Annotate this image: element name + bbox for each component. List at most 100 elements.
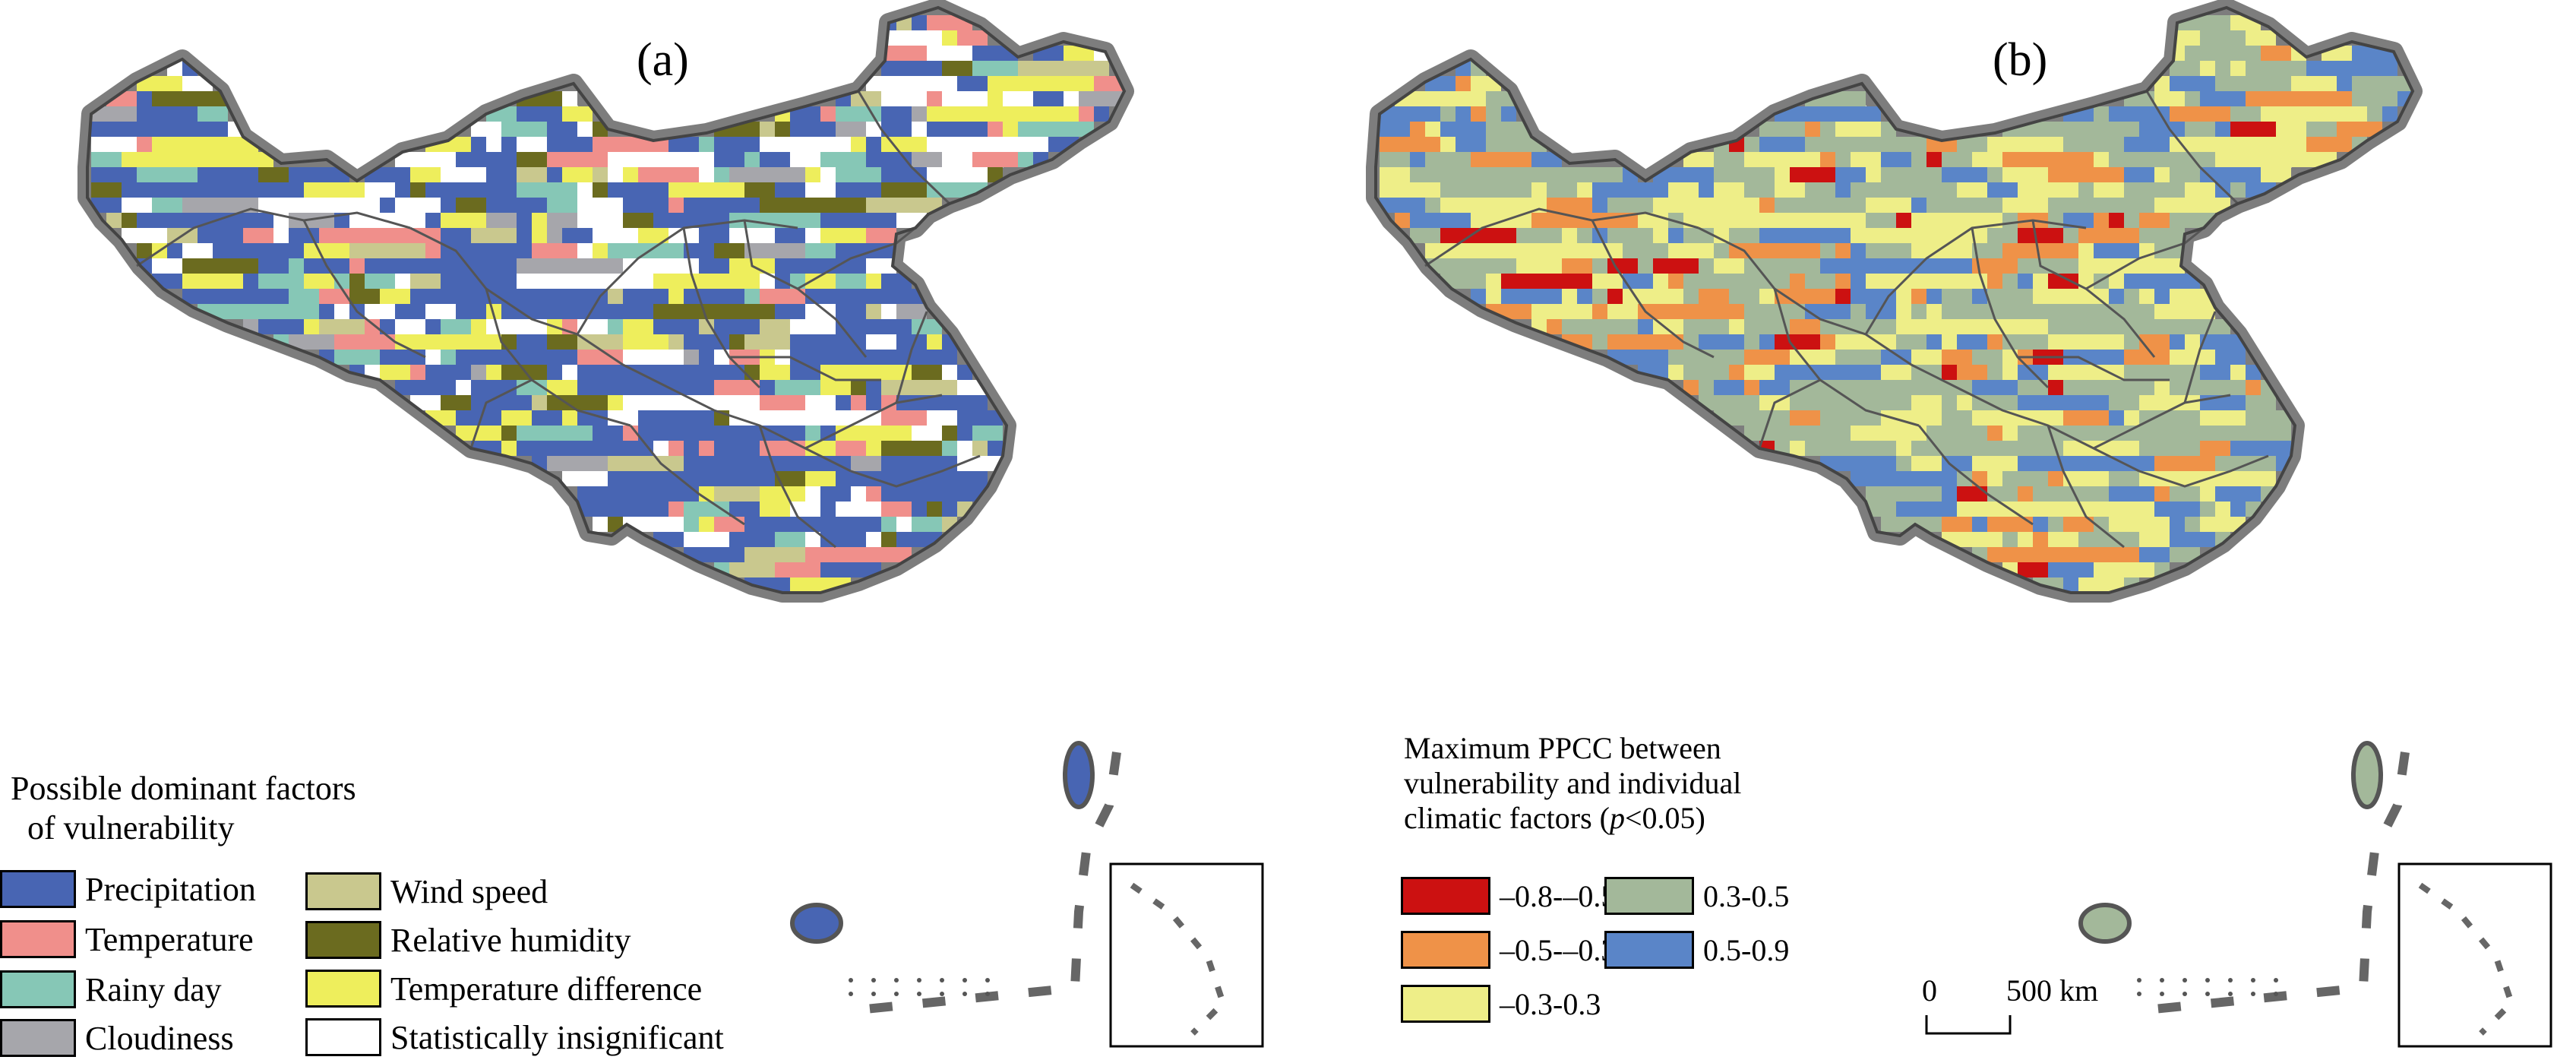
grid-cell bbox=[957, 167, 972, 182]
grid-cell bbox=[2124, 289, 2139, 304]
grid-cell bbox=[1516, 152, 1531, 167]
grid-cell bbox=[2094, 243, 2109, 258]
grid-cell bbox=[2109, 228, 2124, 243]
grid-cell bbox=[349, 198, 365, 213]
national-border bbox=[1374, 5, 2415, 594]
grid-cell bbox=[2094, 152, 2109, 167]
grid-cell bbox=[1607, 274, 1623, 289]
grid-cell bbox=[2139, 380, 2154, 395]
grid-cell bbox=[653, 517, 668, 532]
grid-cell bbox=[836, 258, 851, 274]
grid-cell bbox=[623, 182, 638, 198]
grid-cell bbox=[2215, 152, 2230, 167]
grid-cell bbox=[653, 502, 668, 517]
grid-cell bbox=[2063, 532, 2078, 547]
grid-cell bbox=[1820, 334, 1835, 350]
grid-cell bbox=[623, 167, 638, 182]
grid-cell bbox=[2154, 182, 2170, 198]
grid-cell bbox=[1851, 380, 1866, 395]
grid-cell bbox=[2139, 213, 2154, 228]
grid-cell bbox=[273, 167, 289, 182]
grid-cell bbox=[2185, 76, 2200, 91]
grid-cell bbox=[289, 243, 304, 258]
grid-cell bbox=[1926, 517, 1942, 532]
grid-cell bbox=[836, 274, 851, 289]
grid-cell bbox=[1942, 471, 1957, 486]
grid-cell bbox=[1942, 365, 1957, 380]
grid-cell bbox=[608, 471, 623, 486]
grid-cell bbox=[2154, 198, 2170, 213]
grid-cell bbox=[1775, 334, 1790, 350]
grid-cell bbox=[2094, 198, 2109, 213]
grid-cell bbox=[684, 517, 699, 532]
legend-label-precipitation: Precipitation bbox=[85, 870, 256, 908]
grid-cell bbox=[1805, 213, 1820, 228]
grid-cell bbox=[1866, 137, 1881, 152]
grid-cell bbox=[2078, 152, 2094, 167]
grid-cell bbox=[1486, 182, 1501, 198]
grid-cell bbox=[744, 517, 760, 532]
grid-cell bbox=[1668, 350, 1683, 365]
grid-cell bbox=[1942, 167, 1957, 182]
grid-cell bbox=[1851, 258, 1866, 274]
grid-cell bbox=[1048, 61, 1064, 76]
grid-cell bbox=[1942, 380, 1957, 395]
grid-cell bbox=[1805, 228, 1820, 243]
grid-cell bbox=[410, 213, 425, 228]
grid-cell bbox=[532, 182, 547, 198]
grid-cell bbox=[2291, 152, 2306, 167]
grid-cell bbox=[1623, 350, 1638, 365]
grid-cell bbox=[760, 304, 775, 319]
grid-cell bbox=[1668, 198, 1683, 213]
grid-cell bbox=[668, 456, 684, 471]
grid-cell bbox=[1790, 350, 1805, 365]
grid-cell bbox=[593, 365, 608, 380]
grid-cell bbox=[851, 395, 866, 410]
grid-cell bbox=[2094, 577, 2109, 593]
grid-cell bbox=[896, 30, 912, 46]
grid-cell bbox=[1653, 319, 1668, 334]
grid-cell bbox=[2033, 198, 2048, 213]
grid-cell bbox=[775, 486, 790, 502]
grid-cell bbox=[714, 182, 729, 198]
grid-cell bbox=[2033, 182, 2048, 198]
grid-cell bbox=[1851, 471, 1866, 486]
grid-cell bbox=[349, 289, 365, 304]
grid-cell bbox=[2276, 152, 2291, 167]
grid-cell bbox=[2002, 350, 2018, 365]
grid-cell bbox=[1486, 289, 1501, 304]
hainan-island bbox=[790, 903, 843, 944]
grid-cell bbox=[684, 502, 699, 517]
grid-cell bbox=[273, 243, 289, 258]
grid-cell bbox=[638, 365, 653, 380]
grid-cell bbox=[1987, 426, 2002, 441]
grid-cell bbox=[729, 289, 744, 304]
grid-cell bbox=[2306, 106, 2322, 122]
grid-cell bbox=[1896, 304, 1911, 319]
grid-cell bbox=[1607, 243, 1623, 258]
grid-cell bbox=[729, 426, 744, 441]
grid-cell bbox=[532, 350, 547, 365]
grid-cell bbox=[896, 198, 912, 213]
grid-cell bbox=[380, 365, 395, 380]
grid-cell bbox=[942, 46, 957, 61]
grid-cell bbox=[623, 334, 638, 350]
grid-cell bbox=[2124, 456, 2139, 471]
grid-cell bbox=[501, 395, 517, 410]
grid-cell bbox=[425, 304, 441, 319]
grid-cell bbox=[2246, 365, 2261, 380]
grid-cell bbox=[334, 334, 349, 350]
grid-cell bbox=[2185, 532, 2200, 547]
grid-cell bbox=[1577, 304, 1592, 319]
grid-cell bbox=[1866, 198, 1881, 213]
grid-cell bbox=[2139, 395, 2154, 410]
grid-cell bbox=[942, 167, 957, 182]
grid-cell bbox=[334, 304, 349, 319]
grid-cell bbox=[866, 137, 881, 152]
grid-cell bbox=[1094, 91, 1109, 106]
grid-cell bbox=[2002, 167, 2018, 182]
grid-cell bbox=[1987, 395, 2002, 410]
grid-cell bbox=[593, 486, 608, 502]
grid-cell bbox=[562, 289, 577, 304]
grid-cell bbox=[729, 182, 744, 198]
